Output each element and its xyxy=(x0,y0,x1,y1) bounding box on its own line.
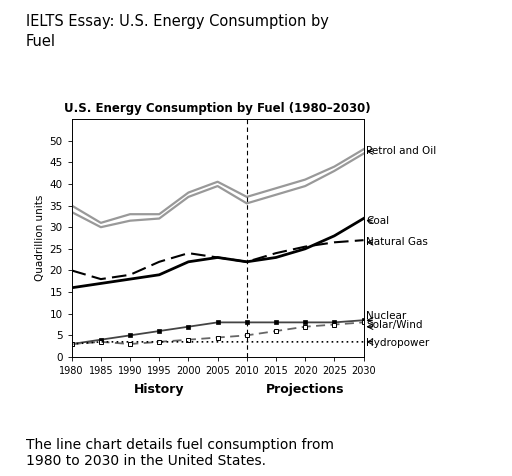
Text: Solar/Wind: Solar/Wind xyxy=(366,319,422,329)
Text: IELTS Essay: U.S. Energy Consumption by
Fuel: IELTS Essay: U.S. Energy Consumption by … xyxy=(26,14,329,49)
Text: Petrol and Oil: Petrol and Oil xyxy=(366,147,436,157)
Text: Natural Gas: Natural Gas xyxy=(366,238,428,248)
Text: Hydropower: Hydropower xyxy=(366,338,430,348)
Text: The line chart details fuel consumption from
1980 to 2030 in the United States.: The line chart details fuel consumption … xyxy=(26,438,334,468)
Y-axis label: Quadrillion units: Quadrillion units xyxy=(35,195,45,281)
Title: U.S. Energy Consumption by Fuel (1980–2030): U.S. Energy Consumption by Fuel (1980–20… xyxy=(65,102,371,115)
Text: History: History xyxy=(134,383,184,396)
Text: Nuclear: Nuclear xyxy=(366,311,407,321)
Text: Coal: Coal xyxy=(366,216,389,226)
Text: Projections: Projections xyxy=(266,383,345,396)
